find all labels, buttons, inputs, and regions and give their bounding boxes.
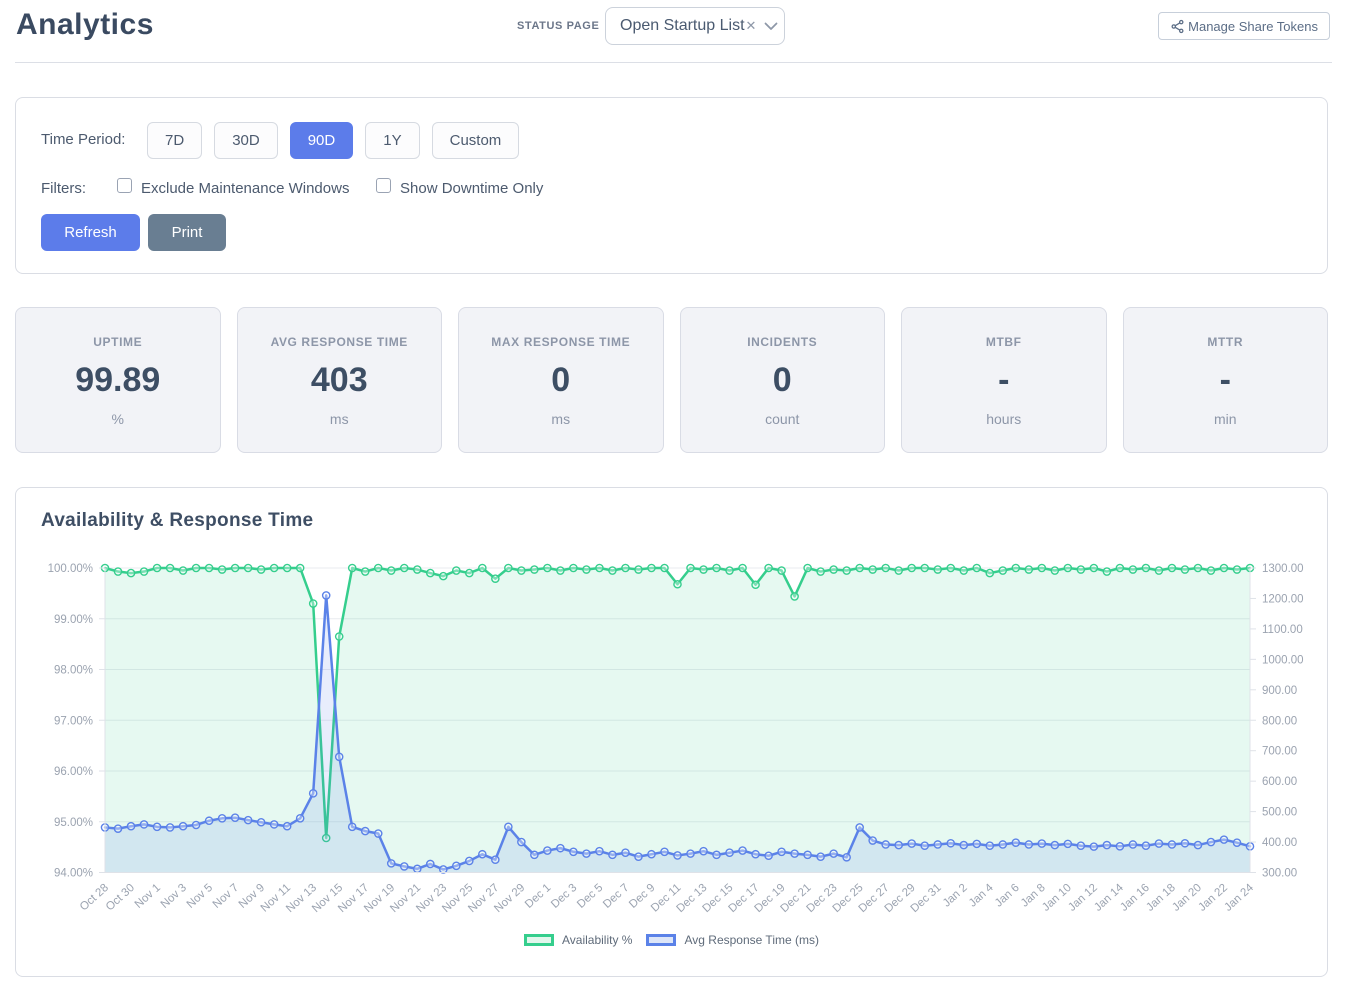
svg-text:Jan 24: Jan 24 [1222,881,1256,913]
period-button-30d[interactable]: 30D [214,122,278,159]
refresh-button[interactable]: Refresh [41,214,140,251]
series-points [100,591,1255,874]
stat-label: MTBF [985,335,1022,349]
svg-text:97.00%: 97.00% [54,715,93,727]
period-button-1y[interactable]: 1Y [365,122,420,159]
stat-unit: ms [329,411,349,427]
chart-panel: Availability & Response Time 100.00% 99.0… [15,487,1328,977]
svg-text:900.00: 900.00 [1262,685,1297,697]
svg-text:1100.00: 1100.00 [1262,624,1303,636]
legend-label: Avg Response Time (ms) [684,933,819,947]
svg-text:1200.00: 1200.00 [1262,593,1304,605]
filters-panel: Time Period: 7D 30D 90D 1Y Custom Filter… [15,97,1328,274]
stat-value: 0 [551,361,571,399]
stat-unit: min [1213,411,1237,427]
stat-card-mtbf: MTBF - hours [901,307,1107,453]
exclude-maintenance-label: Exclude Maintenance Windows [141,180,350,197]
svg-text:1000.00: 1000.00 [1262,654,1304,666]
svg-text:Dec 3: Dec 3 [549,882,579,911]
svg-text:400.00: 400.00 [1262,837,1297,849]
legend-swatch-availability [524,934,554,946]
manage-share-tokens-label: Manage Share Tokens [1188,18,1318,34]
svg-text:99.00%: 99.00% [54,614,93,626]
stat-unit: % [111,411,124,427]
stat-card-uptime: UPTIME 99.89 % [15,307,221,453]
legend-swatch-response-time [646,934,677,946]
svg-text:500.00: 500.00 [1262,807,1297,819]
availability-response-chart: 100.00% 99.00% 98.00% 97.00% 96.00% 95.00% 94.… [48,563,1304,915]
stat-label: UPTIME [93,335,143,349]
svg-text:Nov 1: Nov 1 [133,882,163,911]
svg-text:700.00: 700.00 [1262,746,1297,758]
svg-text:800.00: 800.00 [1262,715,1297,727]
stat-value: 0 [772,361,792,399]
status-page-select[interactable]: Open Startup List ✕ [605,7,785,45]
stat-card-mttr: MTTR - min [1122,307,1328,453]
svg-text:100.00%: 100.00% [48,563,93,575]
time-period-group: 7D 30D 90D 1Y Custom [147,122,520,159]
svg-text:95.00%: 95.00% [54,817,93,829]
stat-card-avg-response: AVG RESPONSE TIME 403 ms [236,307,442,453]
stat-card-incidents: INCIDENTS 0 count [679,307,885,453]
period-button-custom[interactable]: Custom [431,122,520,159]
svg-text:98.00%: 98.00% [54,665,93,677]
stat-value: 99.89 [75,361,161,399]
clear-icon[interactable]: ✕ [745,18,757,33]
stat-label: AVG RESPONSE TIME [270,335,408,349]
svg-text:1300.00: 1300.00 [1262,563,1304,575]
svg-text:Nov 5: Nov 5 [185,882,215,911]
stats-row: UPTIME 99.89 % AVG RESPONSE TIME 403 ms … [15,307,1328,453]
show-downtime-label: Show Downtime Only [400,180,544,197]
svg-text:600.00: 600.00 [1262,776,1297,788]
stat-value: - [1219,361,1231,399]
legend-item-availability[interactable]: Availability % [524,933,632,947]
chevron-down-icon[interactable] [764,22,778,31]
svg-text:94.00%: 94.00% [54,868,93,880]
svg-text:Nov 3: Nov 3 [159,882,189,911]
share-icon [1170,19,1185,34]
stat-unit: count [765,411,800,427]
status-page-label: STATUS PAGE [517,20,600,32]
series-points [100,563,1255,843]
show-downtime-checkbox[interactable] [376,178,391,193]
manage-share-tokens-button[interactable]: Manage Share Tokens [1158,12,1330,40]
legend-label: Availability % [562,933,633,947]
time-period-label: Time Period: [41,131,126,148]
stat-label: MTTR [1207,335,1244,349]
page-title: Analytics [16,8,154,41]
period-button-90d[interactable]: 90D [289,122,354,159]
svg-text:Oct 30: Oct 30 [104,882,137,914]
stat-card-max-response: MAX RESPONSE TIME 0 ms [458,307,664,453]
stat-label: INCIDENTS [747,335,818,349]
stat-value: - [998,361,1010,399]
period-button-7d[interactable]: 7D [147,122,203,159]
svg-text:Jan 4: Jan 4 [967,881,996,909]
print-button[interactable]: Print [148,214,226,251]
svg-text:Jan 2: Jan 2 [941,882,970,910]
svg-text:Jan 6: Jan 6 [993,882,1022,910]
svg-text:Dec 1: Dec 1 [523,882,553,911]
chart-legend: Availability % Avg Response Time (ms) [16,933,1327,947]
svg-text:96.00%: 96.00% [54,766,93,778]
filters-label: Filters: [41,180,86,197]
stat-value: 403 [310,361,368,399]
stat-label: MAX RESPONSE TIME [491,335,631,349]
stat-unit: ms [551,411,571,427]
svg-text:Dec 5: Dec 5 [575,882,605,911]
status-page-value: Open Startup List [620,17,745,34]
svg-text:300.00: 300.00 [1262,868,1297,880]
header-divider [15,62,1332,63]
svg-text:Dec 7: Dec 7 [601,882,631,911]
svg-text:Nov 7: Nov 7 [211,882,241,911]
svg-text:Oct 28: Oct 28 [78,882,111,914]
chart-title: Availability & Response Time [41,510,314,531]
legend-item-response-time[interactable]: Avg Response Time (ms) [646,933,819,947]
stat-unit: hours [986,411,1022,427]
exclude-maintenance-checkbox[interactable] [117,178,132,193]
